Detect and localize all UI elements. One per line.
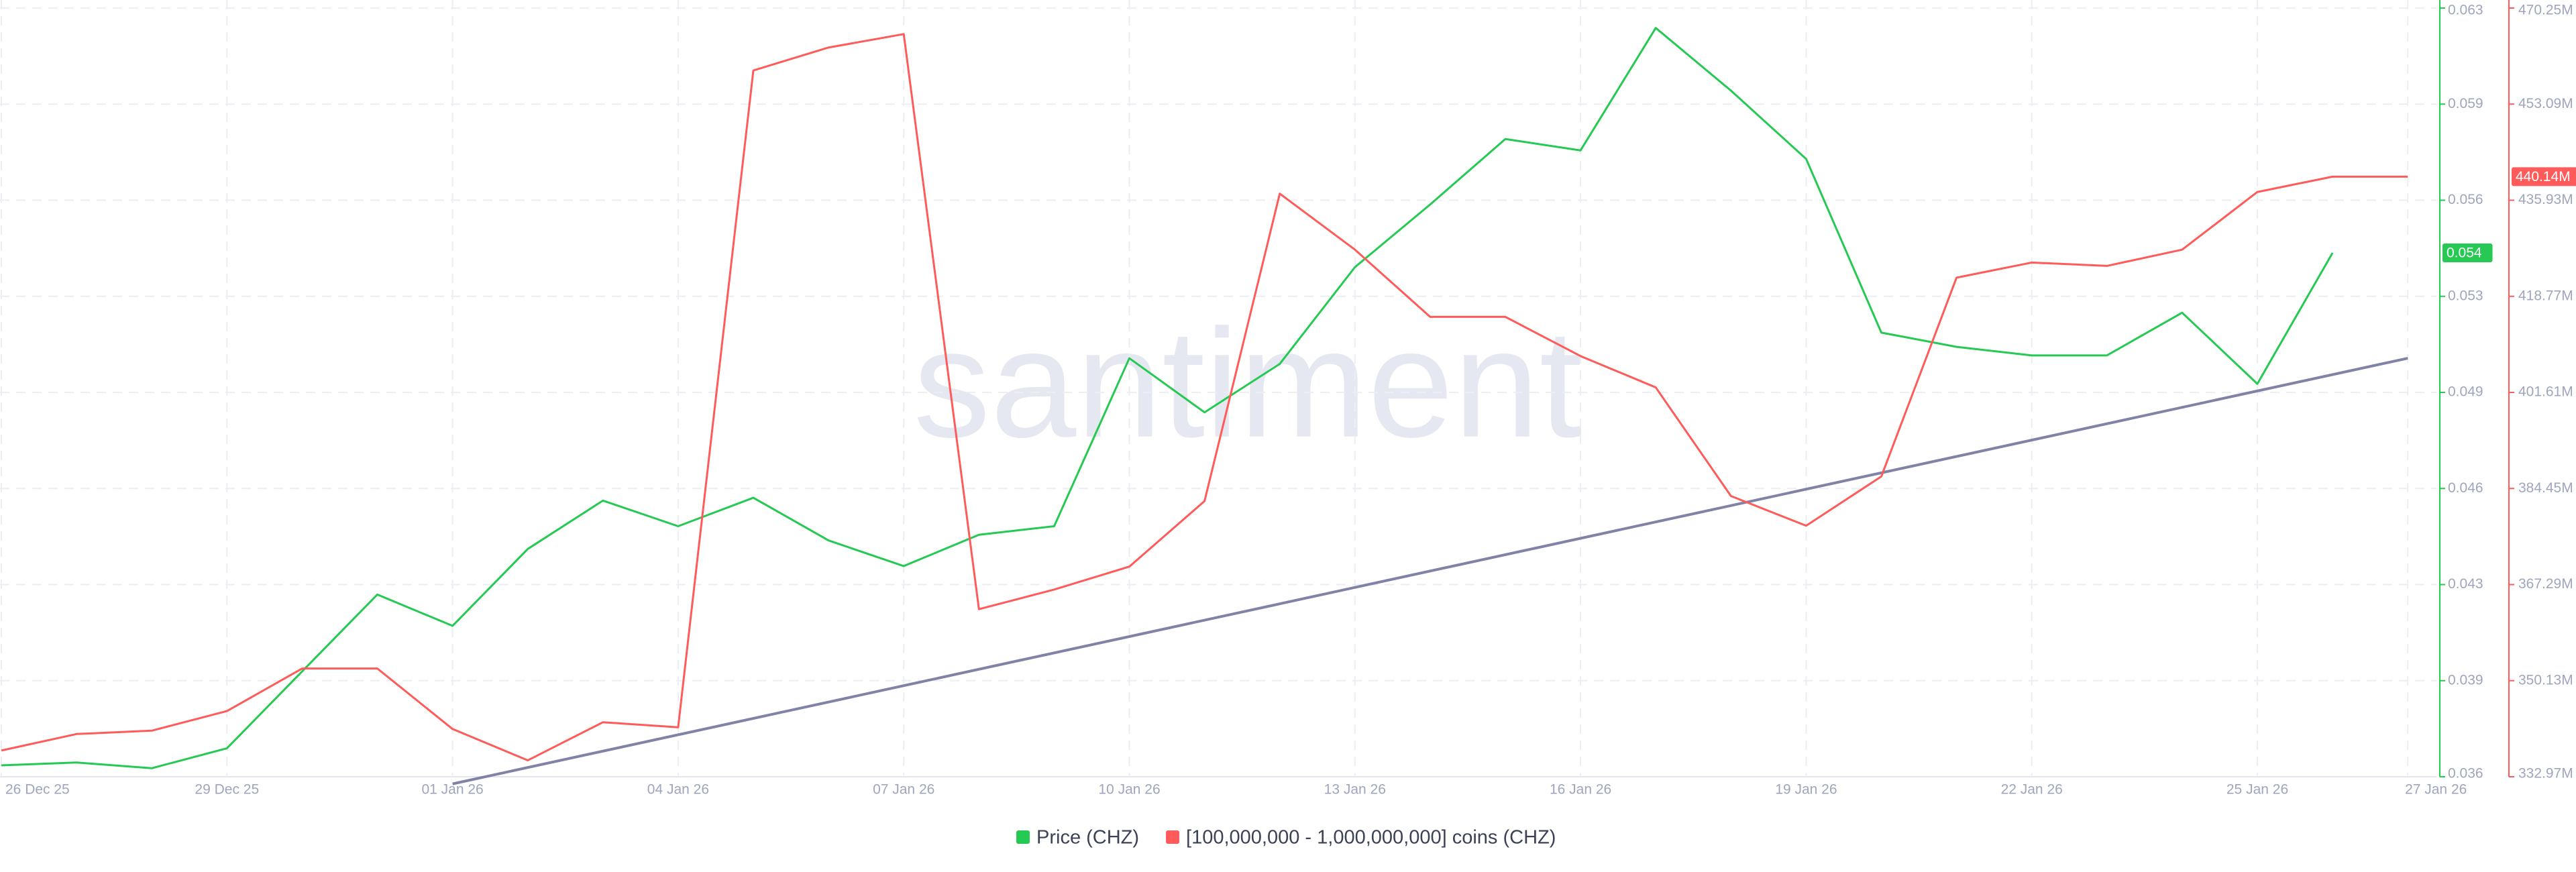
y2-tick-label: 470.25M [2518, 3, 2573, 18]
y2-tick-label: 453.09M [2518, 96, 2573, 111]
x-tick-label: 22 Jan 26 [2001, 782, 2063, 798]
legend-swatch [1016, 830, 1030, 844]
legend: Price (CHZ) [100,000,000 - 1,000,000,000]… [1016, 827, 1556, 849]
x-tick-label: 04 Jan 26 [647, 782, 709, 798]
series-line [1, 33, 2408, 762]
y2-tick-label: 384.45M [2518, 480, 2573, 496]
legend-swatch [1166, 830, 1180, 844]
legend-label: [100,000,000 - 1,000,000,000] coins (CHZ… [1186, 827, 1556, 849]
value-label: 440.14M [2516, 169, 2571, 184]
y2-tick-label: 435.93M [2518, 192, 2573, 207]
y-tick-label: 0.036 [2448, 766, 2483, 781]
series-line [1, 27, 2334, 769]
y-tick-label: 0.039 [2448, 672, 2483, 688]
y2-tick-label: 401.61M [2518, 384, 2573, 400]
y2-tick-label: 350.13M [2518, 672, 2573, 688]
legend-label: Price (CHZ) [1036, 827, 1139, 849]
x-tick-label: 10 Jan 26 [1098, 782, 1160, 798]
x-tick-label: 27 Jan 26 [2405, 782, 2467, 798]
y2-tick-label: 367.29M [2518, 576, 2573, 592]
x-tick-label: 07 Jan 26 [873, 782, 934, 798]
y2-tick-label: 418.77M [2518, 288, 2573, 303]
y-tick-label: 0.046 [2448, 480, 2483, 496]
value-badge [2443, 243, 2493, 263]
x-tick-label: 13 Jan 26 [1324, 782, 1386, 798]
trendline [452, 357, 2408, 785]
x-tick-label: 26 Dec 25 [5, 782, 70, 798]
value-badge [2512, 167, 2576, 186]
value-label: 0.054 [2447, 246, 2482, 261]
y-tick-label: 0.056 [2448, 192, 2483, 207]
x-tick-label: 01 Jan 26 [421, 782, 483, 798]
y2-tick-label: 332.97M [2518, 766, 2573, 781]
x-tick-label: 25 Jan 26 [2226, 782, 2288, 798]
x-tick-label: 16 Jan 26 [1550, 782, 1611, 798]
x-tick-label: 29 Dec 25 [195, 782, 259, 798]
y-tick-label: 0.059 [2448, 96, 2483, 111]
x-tick-label: 19 Jan 26 [1775, 782, 1837, 798]
y-tick-label: 0.053 [2448, 288, 2483, 303]
y-tick-label: 0.049 [2448, 384, 2483, 400]
y-tick-label: 0.063 [2448, 3, 2483, 18]
y-tick-label: 0.043 [2448, 576, 2483, 592]
